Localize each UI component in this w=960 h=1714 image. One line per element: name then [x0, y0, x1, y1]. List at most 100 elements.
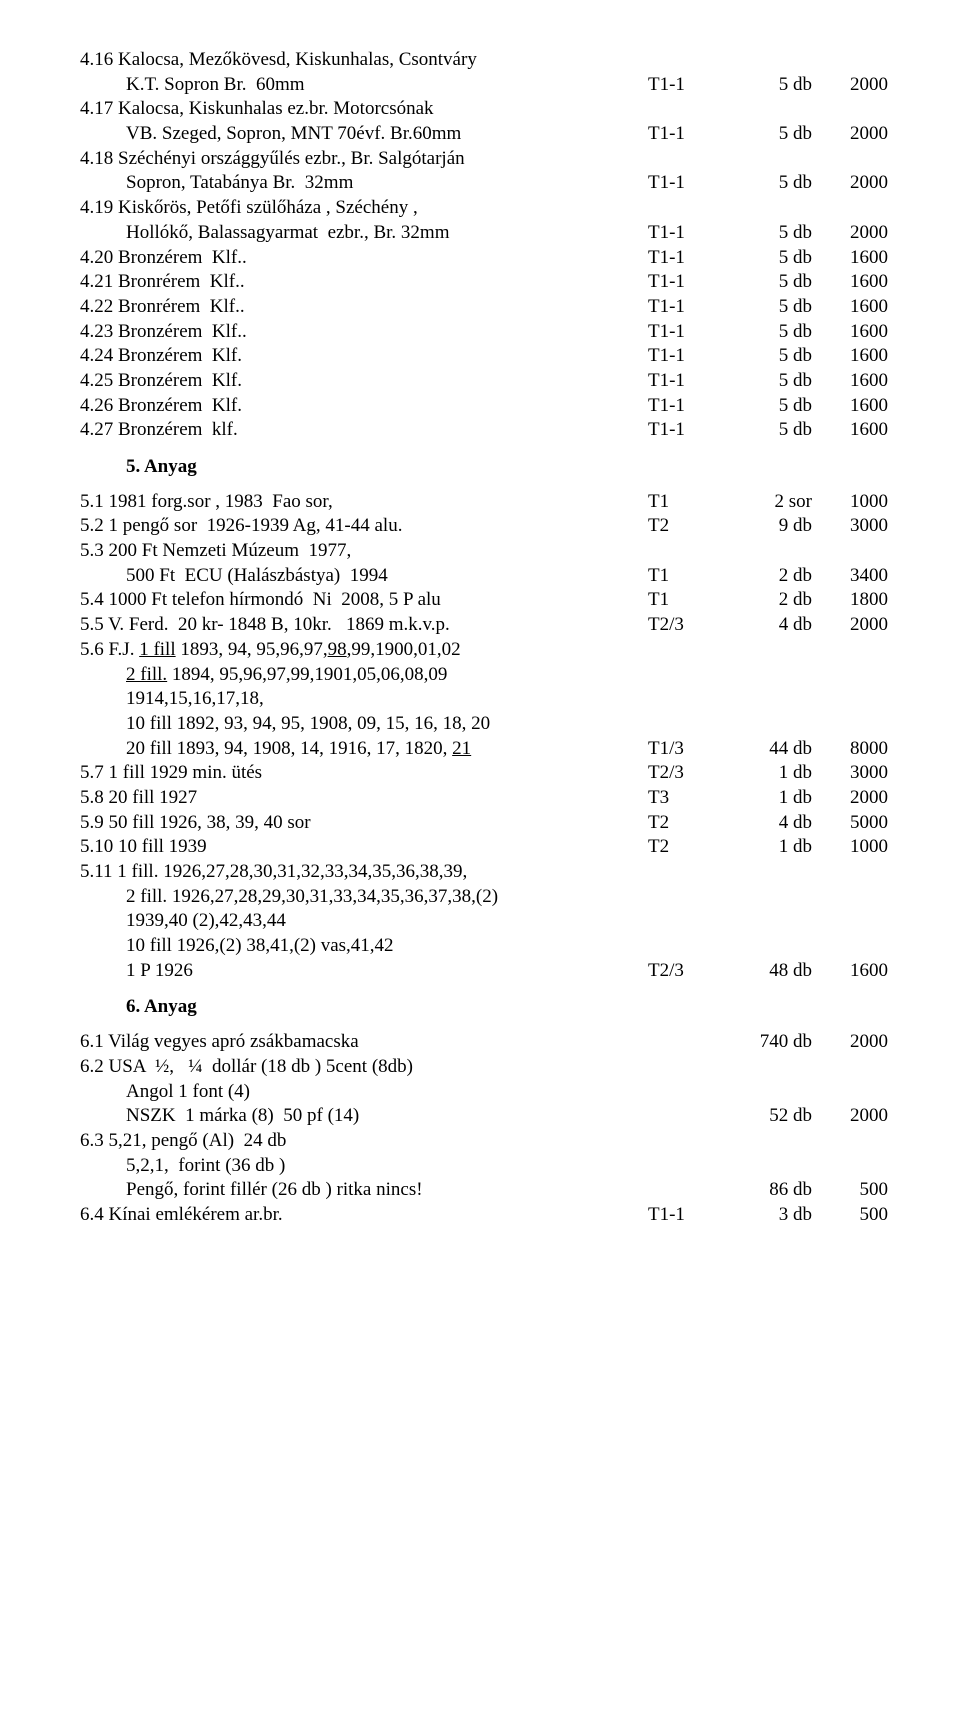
- list-item: 5.11 1 fill. 1926,27,28,30,31,32,33,34,3…: [80, 860, 888, 885]
- list-item: VB. Szeged, Sopron, MNT 70évf. Br.60mmT1…: [80, 122, 888, 147]
- quantity: 44 db: [730, 737, 812, 762]
- item-text: 20 fill 1893, 94, 1908, 14, 1916, 17, 18…: [80, 737, 648, 762]
- list-item: 4.18 Széchényi országgyűlés ezbr., Br. S…: [80, 147, 888, 172]
- grade: T1/3: [648, 737, 730, 762]
- quantity: 1 db: [730, 835, 812, 860]
- price: 1600: [812, 270, 888, 295]
- item-text: 5.8 20 fill 1927: [80, 786, 648, 811]
- price: 1600: [812, 295, 888, 320]
- list-item: Angol 1 font (4): [80, 1080, 888, 1105]
- item-text: Angol 1 font (4): [80, 1080, 648, 1105]
- price: 500: [812, 1178, 888, 1203]
- item-text: 4.16 Kalocsa, Mezőkövesd, Kiskunhalas, C…: [80, 48, 648, 73]
- quantity: 5 db: [730, 320, 812, 345]
- item-text: Hollókő, Balassagyarmat ezbr., Br. 32mm: [80, 221, 648, 246]
- price: 1600: [812, 320, 888, 345]
- list-item: Sopron, Tatabánya Br. 32mmT1-15 db2000: [80, 171, 888, 196]
- price: 1000: [812, 490, 888, 515]
- price: 2000: [812, 73, 888, 98]
- list-item: 4.26 Bronzérem Klf.T1-15 db1600: [80, 394, 888, 419]
- grade: T2: [648, 811, 730, 836]
- list-item: 5.9 50 fill 1926, 38, 39, 40 sorT24 db50…: [80, 811, 888, 836]
- quantity: 5 db: [730, 295, 812, 320]
- list-item: 4.27 Bronzérem klf.T1-15 db1600: [80, 418, 888, 443]
- quantity: 52 db: [730, 1104, 812, 1129]
- price: 2000: [812, 1104, 888, 1129]
- price: 2000: [812, 1030, 888, 1055]
- quantity: 1 db: [730, 761, 812, 786]
- item-text: 2 fill. 1926,27,28,29,30,31,33,34,35,36,…: [80, 885, 648, 910]
- list-item: 4.20 Bronzérem Klf..T1-15 db1600: [80, 246, 888, 271]
- item-text: 1914,15,16,17,18,: [80, 687, 648, 712]
- grade: T2/3: [648, 959, 730, 984]
- list-item: 500 Ft ECU (Halászbástya) 1994T12 db3400: [80, 564, 888, 589]
- price: 1000: [812, 835, 888, 860]
- item-text: 4.27 Bronzérem klf.: [80, 418, 648, 443]
- price: 8000: [812, 737, 888, 762]
- item-text: 5.1 1981 forg.sor , 1983 Fao sor,: [80, 490, 648, 515]
- grade: T1-1: [648, 221, 730, 246]
- list-item: 4.25 Bronzérem Klf.T1-15 db1600: [80, 369, 888, 394]
- item-text: Sopron, Tatabánya Br. 32mm: [80, 171, 648, 196]
- item-text: 4.25 Bronzérem Klf.: [80, 369, 648, 394]
- quantity: 3 db: [730, 1203, 812, 1228]
- list-item: 6.2 USA ½, ¼ dollár (18 db ) 5cent (8db): [80, 1055, 888, 1080]
- quantity: 740 db: [730, 1030, 812, 1055]
- list-item: 6.4 Kínai emlékérem ar.br.T1-13 db500: [80, 1203, 888, 1228]
- list-item: 5.2 1 pengő sor 1926-1939 Ag, 41-44 alu.…: [80, 514, 888, 539]
- quantity: 5 db: [730, 73, 812, 98]
- item-text: 4.22 Bronrérem Klf..: [80, 295, 648, 320]
- item-text: 5.7 1 fill 1929 min. ütés: [80, 761, 648, 786]
- list-item: 20 fill 1893, 94, 1908, 14, 1916, 17, 18…: [80, 737, 888, 762]
- quantity: 9 db: [730, 514, 812, 539]
- list-item: 5.3 200 Ft Nemzeti Múzeum 1977,: [80, 539, 888, 564]
- list-item: 4.23 Bronzérem Klf..T1-15 db1600: [80, 320, 888, 345]
- grade: T1-1: [648, 295, 730, 320]
- list-item: 2 fill. 1926,27,28,29,30,31,33,34,35,36,…: [80, 885, 888, 910]
- list-item: 10 fill 1926,(2) 38,41,(2) vas,41,42: [80, 934, 888, 959]
- list-item: 4.22 Bronrérem Klf..T1-15 db1600: [80, 295, 888, 320]
- item-text: VB. Szeged, Sopron, MNT 70évf. Br.60mm: [80, 122, 648, 147]
- list-item: 5.8 20 fill 1927T31 db2000: [80, 786, 888, 811]
- list-item: 4.16 Kalocsa, Mezőkövesd, Kiskunhalas, C…: [80, 48, 888, 73]
- item-text: NSZK 1 márka (8) 50 pf (14): [80, 1104, 648, 1129]
- item-text: 6.4 Kínai emlékérem ar.br.: [80, 1203, 648, 1228]
- grade: T1: [648, 490, 730, 515]
- item-text: 5.5 V. Ferd. 20 kr- 1848 B, 10kr. 1869 m…: [80, 613, 648, 638]
- grade: T3: [648, 786, 730, 811]
- list-item: K.T. Sopron Br. 60mmT1-15 db2000: [80, 73, 888, 98]
- item-text: 4.21 Bronrérem Klf..: [80, 270, 648, 295]
- list-item: 10 fill 1892, 93, 94, 95, 1908, 09, 15, …: [80, 712, 888, 737]
- grade: T1: [648, 588, 730, 613]
- item-text: 4.18 Széchényi országgyűlés ezbr., Br. S…: [80, 147, 648, 172]
- price: 5000: [812, 811, 888, 836]
- item-text: K.T. Sopron Br. 60mm: [80, 73, 648, 98]
- list-item: NSZK 1 márka (8) 50 pf (14) 52 db2000: [80, 1104, 888, 1129]
- list-item: 5.4 1000 Ft telefon hírmondó Ni 2008, 5 …: [80, 588, 888, 613]
- item-text: 5,2,1, forint (36 db ): [80, 1154, 648, 1179]
- price: 2000: [812, 122, 888, 147]
- grade: T1-1: [648, 369, 730, 394]
- price: 3400: [812, 564, 888, 589]
- list-item: 4.17 Kalocsa, Kiskunhalas ez.br. Motorcs…: [80, 97, 888, 122]
- quantity: 5 db: [730, 418, 812, 443]
- price: 2000: [812, 613, 888, 638]
- price: 1600: [812, 246, 888, 271]
- grade: T1-1: [648, 73, 730, 98]
- quantity: 5 db: [730, 221, 812, 246]
- list-item: 4.19 Kiskőrös, Petőfi szülőháza , Széché…: [80, 196, 888, 221]
- item-text: 10 fill 1892, 93, 94, 95, 1908, 09, 15, …: [80, 712, 648, 737]
- grade: T1-1: [648, 171, 730, 196]
- list-item: 6.3 5,21, pengő (Al) 24 db: [80, 1129, 888, 1154]
- list-item: Hollókő, Balassagyarmat ezbr., Br. 32mmT…: [80, 221, 888, 246]
- list-item: 1939,40 (2),42,43,44: [80, 909, 888, 934]
- list-item: 5.5 V. Ferd. 20 kr- 1848 B, 10kr. 1869 m…: [80, 613, 888, 638]
- list-item: 5.10 10 fill 1939T21 db1000: [80, 835, 888, 860]
- quantity: 2 sor: [730, 490, 812, 515]
- list-item: 4.24 Bronzérem Klf.T1-15 db1600: [80, 344, 888, 369]
- item-text: 5.2 1 pengő sor 1926-1939 Ag, 41-44 alu.: [80, 514, 648, 539]
- price: 3000: [812, 761, 888, 786]
- grade: T2/3: [648, 613, 730, 638]
- quantity: 4 db: [730, 811, 812, 836]
- list-item: 1914,15,16,17,18,: [80, 687, 888, 712]
